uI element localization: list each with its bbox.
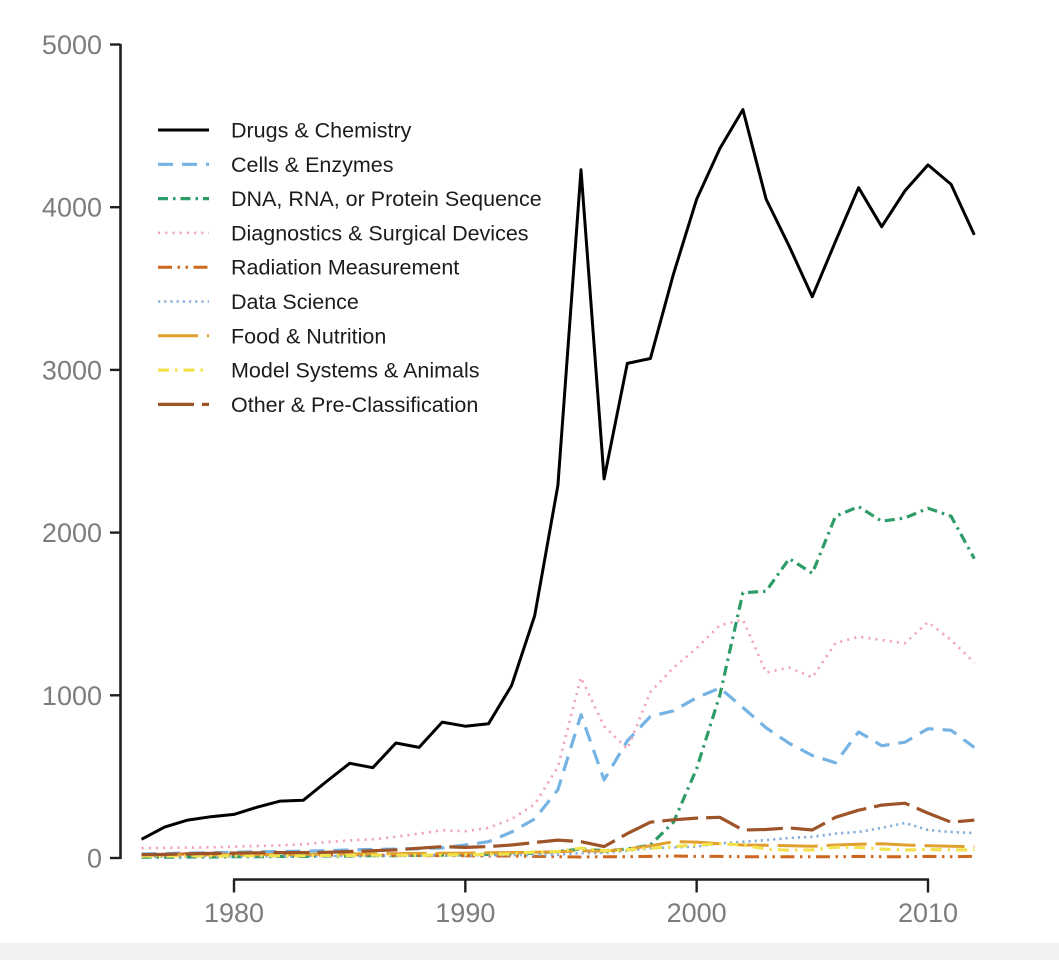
legend-label-model-systems-animals: Model Systems & Animals [231, 359, 480, 383]
x-tick-label-2000: 2000 [667, 898, 727, 928]
bottom-strip [0, 943, 1059, 960]
x-tick-label-1980: 1980 [204, 898, 264, 928]
legend-label-radiation-measurement: Radiation Measurement [231, 256, 459, 280]
series-line-other-pre-classification [141, 801, 975, 857]
legend-label-food-nutrition: Food & Nutrition [231, 324, 386, 348]
y-tick-label-2000: 2000 [42, 518, 102, 548]
series-line-data-science [141, 821, 975, 859]
series-line-radiation-measurement [141, 852, 975, 859]
y-tick-label-3000: 3000 [42, 355, 102, 385]
series-line-drugs-chemistry [140, 108, 976, 841]
series-line-cells-enzymes [141, 686, 976, 856]
legend-label-drugs-chemistry: Drugs & Chemistry [231, 119, 412, 143]
legend-label-dna-rna-or-protein-sequence: DNA, RNA, or Protein Sequence [231, 187, 542, 211]
y-tick-label-0: 0 [87, 844, 102, 874]
y-tick-label-1000: 1000 [42, 681, 102, 711]
series-line-model-systems-animals [141, 842, 975, 858]
series-line-diagnostics-surgical-devices [141, 618, 976, 850]
legend-label-diagnostics-surgical-devices: Diagnostics & Surgical Devices [231, 221, 529, 245]
legend-label-data-science: Data Science [231, 290, 359, 314]
legend-label-other-pre-classification: Other & Pre-Classification [231, 393, 478, 417]
x-tick-label-2010: 2010 [898, 898, 958, 928]
y-tick-label-5000: 5000 [42, 30, 102, 60]
x-tick-label-1990: 1990 [435, 898, 495, 928]
series-line-dna-rna-or-protein-sequence [141, 505, 976, 859]
legend-label-cells-enzymes: Cells & Enzymes [231, 153, 394, 177]
y-tick-label-4000: 4000 [42, 193, 102, 223]
